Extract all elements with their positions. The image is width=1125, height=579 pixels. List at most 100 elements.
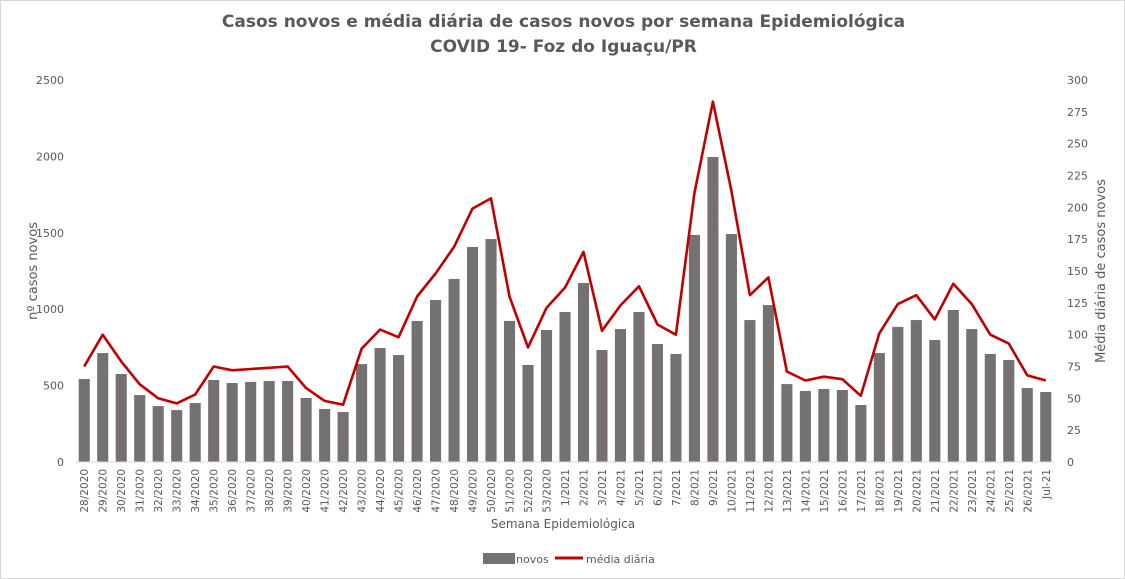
x-tick-label: 24/2021 bbox=[985, 469, 997, 513]
y-left-tick-label: 2000 bbox=[36, 150, 64, 163]
bar-novos bbox=[707, 157, 719, 462]
x-tick-label: 50/2020 bbox=[486, 469, 498, 513]
y-right-tick-label: 300 bbox=[1067, 74, 1088, 87]
x-tick-label: 16/2021 bbox=[837, 469, 849, 513]
bar-novos bbox=[152, 406, 164, 462]
x-tick-label: 26/2021 bbox=[1022, 469, 1034, 513]
bar-novos bbox=[448, 278, 460, 462]
x-tick-label: 21/2021 bbox=[930, 469, 942, 513]
x-tick-label: 48/2020 bbox=[449, 469, 461, 513]
x-tick-label: 47/2020 bbox=[431, 469, 443, 513]
y-axis-left-title: nº casos novos bbox=[26, 222, 41, 320]
bar-novos bbox=[226, 383, 238, 462]
bar-novos bbox=[781, 384, 793, 462]
legend: novos média diária bbox=[483, 553, 655, 566]
bar-novos bbox=[245, 381, 257, 462]
bar-novos bbox=[892, 326, 904, 462]
x-tick-label: 8/2021 bbox=[689, 469, 701, 506]
x-tick-label: 23/2021 bbox=[967, 469, 979, 513]
y-left-tick-label: 1500 bbox=[36, 227, 64, 240]
x-tick-label: 7/2021 bbox=[671, 469, 683, 506]
x-tick-label: 10/2021 bbox=[726, 469, 738, 513]
x-tick-label: 4/2021 bbox=[615, 469, 627, 506]
legend-label-media: média diária bbox=[586, 553, 655, 566]
bar-novos bbox=[171, 410, 183, 462]
bar-novos bbox=[855, 405, 867, 462]
x-tick-label: 42/2020 bbox=[338, 469, 350, 513]
x-tick-label: 46/2020 bbox=[412, 469, 424, 513]
x-tick-label: 2/2021 bbox=[578, 469, 590, 506]
bar-novos bbox=[485, 239, 497, 462]
x-tick-label: 15/2021 bbox=[819, 469, 831, 513]
bar-novos bbox=[522, 364, 534, 462]
chart-subtitle: COVID 19- Foz do Iguaçu/PR bbox=[430, 37, 697, 57]
bar-novos bbox=[300, 397, 312, 462]
bar-novos bbox=[873, 353, 885, 462]
bar-novos bbox=[1040, 392, 1052, 462]
x-tick-label: 5/2021 bbox=[634, 469, 646, 506]
bar-novos bbox=[984, 353, 996, 462]
bar-novos bbox=[744, 320, 756, 462]
bar-novos bbox=[836, 390, 848, 462]
bar-novos bbox=[97, 353, 109, 462]
bar-novos bbox=[503, 320, 516, 462]
x-tick-label: Jul-21 bbox=[1041, 469, 1053, 500]
y-right-tick-label: 200 bbox=[1067, 201, 1088, 214]
x-tick-label: 35/2020 bbox=[209, 469, 221, 513]
x-tick-label: 38/2020 bbox=[264, 469, 276, 513]
y-right-tick-label: 50 bbox=[1067, 392, 1081, 405]
bar-novos bbox=[651, 344, 663, 462]
bar-novos bbox=[1021, 388, 1033, 462]
x-tick-label: 40/2020 bbox=[301, 469, 313, 513]
y-right-tick-label: 250 bbox=[1067, 138, 1088, 151]
bar-novos bbox=[78, 379, 90, 462]
x-tick-label: 44/2020 bbox=[375, 469, 387, 513]
y-left-tick-label: 0 bbox=[57, 456, 64, 469]
bar-novos bbox=[688, 234, 700, 462]
y-right-tick-label: 125 bbox=[1067, 297, 1088, 310]
x-tick-label: 53/2020 bbox=[542, 469, 554, 513]
bar-novos bbox=[966, 329, 978, 462]
x-tick-label: 34/2020 bbox=[190, 469, 202, 513]
bar-novos bbox=[799, 390, 811, 462]
bar-novos bbox=[356, 364, 368, 462]
x-tick-label: 9/2021 bbox=[708, 469, 720, 506]
bar-novos bbox=[596, 349, 608, 462]
bar-novos bbox=[577, 283, 590, 462]
x-tick-label: 52/2020 bbox=[523, 469, 535, 513]
y-right-tick-label: 0 bbox=[1067, 456, 1074, 469]
x-tick-label: 51/2020 bbox=[505, 469, 517, 513]
y-right-tick-label: 100 bbox=[1067, 329, 1088, 342]
x-tick-label: 22/2021 bbox=[948, 469, 960, 513]
y-right-tick-label: 225 bbox=[1067, 170, 1088, 183]
bar-novos bbox=[134, 395, 146, 462]
x-tick-label: 33/2020 bbox=[172, 469, 184, 513]
bar-novos bbox=[1003, 359, 1015, 462]
bar-novos bbox=[282, 381, 294, 462]
bar-novos bbox=[411, 320, 423, 462]
y-left-tick-label: 1000 bbox=[36, 303, 64, 316]
bar-novos bbox=[189, 403, 201, 462]
chart-title: Casos novos e média diária de casos novo… bbox=[221, 12, 906, 32]
x-tick-label: 32/2020 bbox=[153, 469, 165, 513]
bar-novos bbox=[374, 348, 386, 462]
x-tick-label: 11/2021 bbox=[745, 469, 757, 513]
bar-novos bbox=[910, 320, 922, 462]
x-tick-label: 39/2020 bbox=[283, 469, 295, 513]
bar-novos bbox=[337, 412, 349, 462]
x-tick-label: 28/2020 bbox=[79, 469, 91, 513]
y-left-tick-label: 2500 bbox=[36, 74, 64, 87]
x-tick-label: 17/2021 bbox=[856, 469, 868, 513]
y-left-tick-label: 500 bbox=[43, 380, 64, 393]
bar-novos bbox=[762, 305, 774, 462]
bar-novos bbox=[670, 353, 682, 462]
x-axis-title: Semana Epidemiológica bbox=[491, 517, 635, 531]
bar-novos bbox=[633, 311, 645, 462]
x-tick-label: 12/2021 bbox=[763, 469, 775, 513]
x-tick-label: 25/2021 bbox=[1004, 469, 1016, 513]
bar-novos bbox=[263, 381, 275, 462]
x-tick-label: 30/2020 bbox=[116, 469, 128, 513]
y-right-tick-label: 150 bbox=[1067, 265, 1088, 278]
x-tick-label: 29/2020 bbox=[98, 469, 110, 513]
